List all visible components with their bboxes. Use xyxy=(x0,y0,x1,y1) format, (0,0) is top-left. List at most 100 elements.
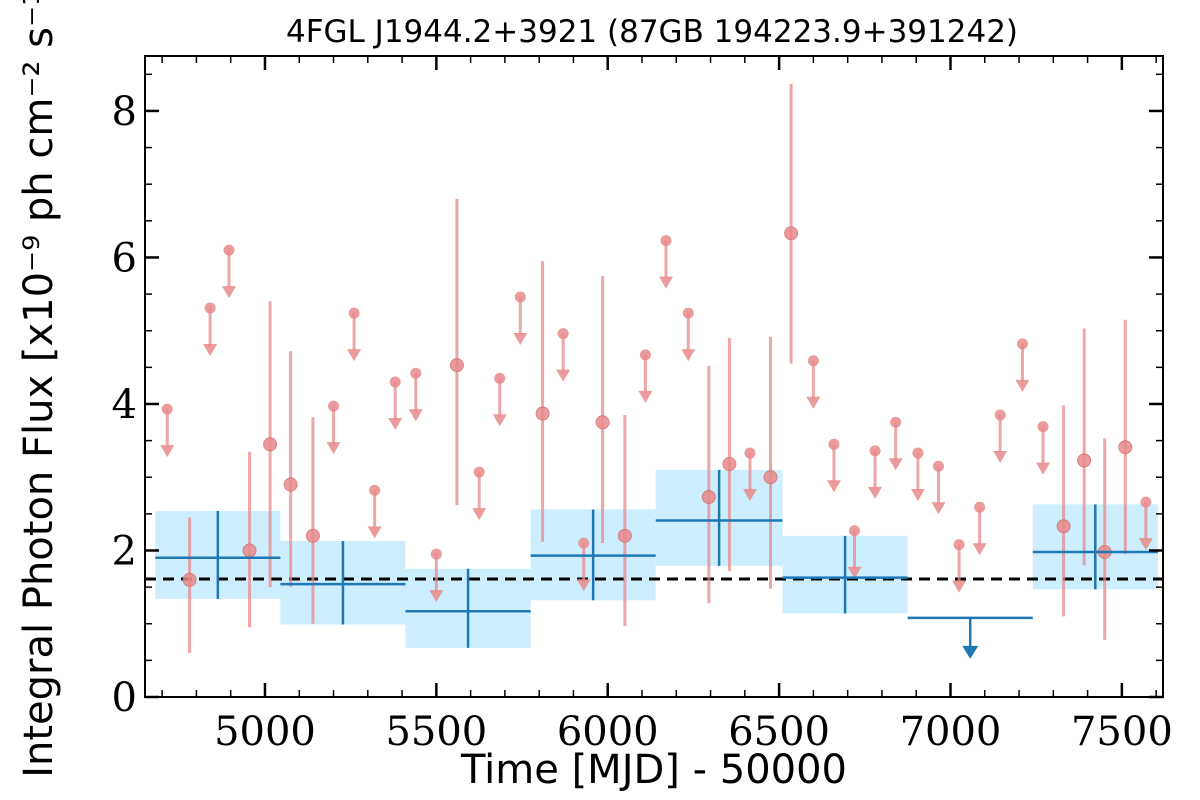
upper-limit-marker xyxy=(682,307,694,319)
upper-limit-marker xyxy=(890,416,902,428)
upper-limit-arrowhead xyxy=(826,480,841,493)
x-axis-label: Time [MJD] - 50000 xyxy=(460,747,847,793)
fine-point xyxy=(1118,440,1133,455)
upper-limit-arrowhead xyxy=(972,543,987,556)
upper-limit-arrowhead xyxy=(742,489,757,502)
fine-detection-8 xyxy=(617,414,632,626)
x-tick-label: 5000 xyxy=(214,709,316,755)
fine-upper-limit-22 xyxy=(888,416,903,471)
upper-limit-arrowhead xyxy=(347,349,362,362)
upper-limit-marker xyxy=(660,235,672,247)
y-tick-label: 6 xyxy=(112,235,137,281)
y-tick-labels: 0 2 4 6 8 xyxy=(112,89,137,721)
upper-limit-marker xyxy=(932,460,944,472)
y-axis-label: Integral Photon Flux [x10⁻⁹ ph cm⁻² s⁻¹] xyxy=(16,0,62,778)
fine-detection-11 xyxy=(763,336,778,589)
upper-limit-arrowhead xyxy=(429,590,444,603)
axis-ticks xyxy=(145,56,1163,699)
fine-upper-limit-3 xyxy=(326,400,341,455)
upper-limit-marker xyxy=(494,372,506,384)
upper-limit-marker xyxy=(953,539,965,551)
fine-upper-limit-0 xyxy=(160,403,175,458)
upper-limit-arrowhead xyxy=(910,489,925,502)
upper-limit-marker xyxy=(430,548,442,560)
fine-bin-points xyxy=(160,83,1153,654)
upper-limit-arrowhead xyxy=(806,396,821,409)
fine-upper-limit-16 xyxy=(681,307,696,362)
y-tick-label: 4 xyxy=(112,382,137,428)
upper-limit-arrowhead xyxy=(681,349,696,362)
fine-upper-limit-21 xyxy=(868,445,883,499)
fine-point xyxy=(617,528,632,543)
fine-point xyxy=(701,490,716,505)
fine-detection-4 xyxy=(305,417,320,624)
upper-limit-arrowhead xyxy=(931,502,946,515)
fine-point xyxy=(242,543,257,558)
upper-limit-arrowhead xyxy=(408,409,423,422)
upper-limit-marker xyxy=(807,355,819,367)
fine-upper-limit-28 xyxy=(1015,338,1030,392)
plot-frame xyxy=(144,55,1164,698)
fine-upper-limit-30 xyxy=(1138,496,1153,551)
upper-limit-arrowhead xyxy=(638,390,653,403)
fine-upper-limit-9 xyxy=(472,466,487,521)
upper-limit-arrowhead xyxy=(203,344,218,357)
fine-point xyxy=(449,358,464,373)
fine-upper-limit-25 xyxy=(952,539,967,593)
upper-limit-arrowhead xyxy=(492,414,507,427)
fine-upper-limit-2 xyxy=(221,244,236,299)
fine-point xyxy=(784,226,799,241)
fine-detection-14 xyxy=(1077,328,1092,566)
fine-point xyxy=(263,437,278,452)
fine-detection-10 xyxy=(722,338,737,571)
upper-limit-marker xyxy=(557,328,569,340)
fine-upper-limit-7 xyxy=(408,367,423,422)
upper-limit-arrowhead xyxy=(993,450,1008,463)
upper-limit-marker xyxy=(1037,421,1049,433)
coarse-bin-3 xyxy=(530,509,656,601)
fine-upper-limit-13 xyxy=(576,537,591,592)
fine-detection-9 xyxy=(701,365,716,604)
upper-limit-marker xyxy=(389,376,401,388)
coarse-bin-6 xyxy=(1032,504,1158,590)
upper-limit-marker xyxy=(869,445,881,457)
fine-detection-5 xyxy=(449,198,464,506)
coarse-bin-0 xyxy=(155,510,281,599)
upper-limit-marker xyxy=(473,466,485,478)
coarse-upper-limit-arrowhead xyxy=(962,645,979,659)
fine-detection-3 xyxy=(283,351,298,588)
upper-limit-marker xyxy=(744,447,756,459)
upper-limit-marker xyxy=(639,349,651,361)
fine-upper-limit-10 xyxy=(492,372,507,427)
upper-limit-marker xyxy=(849,525,861,537)
fine-detection-6 xyxy=(535,261,550,542)
fine-detection-1 xyxy=(242,451,257,628)
chart-title: 4FGL J1944.2+3921 (87GB 194223.9+391242) xyxy=(286,14,1018,50)
coarse-bin-4 xyxy=(655,469,783,566)
upper-limit-arrowhead xyxy=(658,276,673,289)
fine-upper-limit-20 xyxy=(847,525,862,579)
fine-detection-2 xyxy=(263,301,278,588)
fine-upper-limit-12 xyxy=(556,328,571,382)
x-tick-label: 5500 xyxy=(385,709,487,755)
upper-limit-marker xyxy=(514,291,526,303)
fine-point xyxy=(182,572,197,587)
fine-point xyxy=(535,406,550,421)
x-tick-labels: 5000 5500 6000 6500 7000 7500 xyxy=(214,709,1173,755)
fine-upper-limit-5 xyxy=(367,484,382,539)
fine-upper-limit-23 xyxy=(910,447,925,502)
coarse-error-bands xyxy=(155,469,1158,648)
fine-upper-limit-14 xyxy=(638,349,653,403)
upper-limit-marker xyxy=(223,244,235,256)
upper-limit-arrowhead xyxy=(556,369,571,382)
fine-point xyxy=(1077,453,1092,468)
fine-upper-limit-6 xyxy=(388,376,403,430)
upper-limit-marker xyxy=(912,447,924,459)
fine-detection-0 xyxy=(182,517,197,654)
y-tick-label: 0 xyxy=(112,675,137,721)
fine-upper-limit-19 xyxy=(826,438,841,493)
upper-limit-arrowhead xyxy=(576,579,591,592)
upper-limit-arrowhead xyxy=(888,458,903,471)
fine-upper-limit-18 xyxy=(806,355,821,409)
